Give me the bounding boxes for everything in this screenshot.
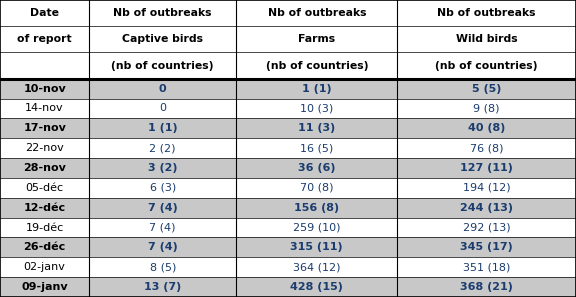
Text: 14-nov: 14-nov <box>25 103 64 113</box>
Text: 09-janv: 09-janv <box>21 282 68 292</box>
Text: of report: of report <box>17 34 72 44</box>
Text: 345 (17): 345 (17) <box>460 242 513 252</box>
Text: Nb of outbreaks: Nb of outbreaks <box>113 8 212 18</box>
Text: 428 (15): 428 (15) <box>290 282 343 292</box>
Text: 194 (12): 194 (12) <box>463 183 510 193</box>
Text: 13 (7): 13 (7) <box>144 282 181 292</box>
Text: 22-nov: 22-nov <box>25 143 64 153</box>
Text: Nb of outbreaks: Nb of outbreaks <box>267 8 366 18</box>
Text: 1 (1): 1 (1) <box>302 84 332 94</box>
Text: 28-nov: 28-nov <box>23 163 66 173</box>
Bar <box>0 0 576 79</box>
Bar <box>0 198 576 218</box>
Bar <box>0 218 576 238</box>
Text: 12-déc: 12-déc <box>24 203 66 213</box>
Text: 368 (21): 368 (21) <box>460 282 513 292</box>
Text: 0: 0 <box>159 103 166 113</box>
Text: Nb of outbreaks: Nb of outbreaks <box>437 8 536 18</box>
Text: 76 (8): 76 (8) <box>470 143 503 153</box>
Text: 156 (8): 156 (8) <box>294 203 339 213</box>
Text: 7 (4): 7 (4) <box>148 242 177 252</box>
Text: Farms: Farms <box>298 34 335 44</box>
Text: (nb of countries): (nb of countries) <box>435 61 538 71</box>
Text: 0: 0 <box>159 84 166 94</box>
Text: 10-nov: 10-nov <box>23 84 66 94</box>
Bar <box>0 119 576 138</box>
Text: 8 (5): 8 (5) <box>150 262 176 272</box>
Text: 244 (13): 244 (13) <box>460 203 513 213</box>
Text: 364 (12): 364 (12) <box>293 262 340 272</box>
Text: 351 (18): 351 (18) <box>463 262 510 272</box>
Text: 11 (3): 11 (3) <box>298 123 335 133</box>
Text: 26-déc: 26-déc <box>24 242 66 252</box>
Bar <box>0 138 576 158</box>
Text: 7 (4): 7 (4) <box>149 222 176 233</box>
Text: 7 (4): 7 (4) <box>148 203 177 213</box>
Text: Date: Date <box>30 8 59 18</box>
Text: Captive birds: Captive birds <box>122 34 203 44</box>
Text: (nb of countries): (nb of countries) <box>112 61 214 71</box>
Text: 02-janv: 02-janv <box>24 262 66 272</box>
Text: 40 (8): 40 (8) <box>468 123 505 133</box>
Text: 17-nov: 17-nov <box>23 123 66 133</box>
Text: 36 (6): 36 (6) <box>298 163 336 173</box>
Bar <box>0 99 576 119</box>
Text: 05-déc: 05-déc <box>25 183 64 193</box>
Text: 19-déc: 19-déc <box>25 222 64 233</box>
Text: (nb of countries): (nb of countries) <box>266 61 368 71</box>
Text: 259 (10): 259 (10) <box>293 222 340 233</box>
Text: 1 (1): 1 (1) <box>148 123 177 133</box>
Bar <box>0 277 576 297</box>
Text: 6 (3): 6 (3) <box>150 183 176 193</box>
Text: 70 (8): 70 (8) <box>300 183 334 193</box>
Text: 16 (5): 16 (5) <box>300 143 334 153</box>
Bar <box>0 79 576 99</box>
Bar <box>0 257 576 277</box>
Text: 2 (2): 2 (2) <box>149 143 176 153</box>
Text: 5 (5): 5 (5) <box>472 84 501 94</box>
Text: 3 (2): 3 (2) <box>148 163 177 173</box>
Bar <box>0 158 576 178</box>
Bar <box>0 238 576 257</box>
Text: 292 (13): 292 (13) <box>463 222 510 233</box>
Text: 9 (8): 9 (8) <box>473 103 500 113</box>
Bar <box>0 178 576 198</box>
Text: 10 (3): 10 (3) <box>300 103 334 113</box>
Text: Wild birds: Wild birds <box>456 34 517 44</box>
Text: 127 (11): 127 (11) <box>460 163 513 173</box>
Text: 315 (11): 315 (11) <box>290 242 343 252</box>
